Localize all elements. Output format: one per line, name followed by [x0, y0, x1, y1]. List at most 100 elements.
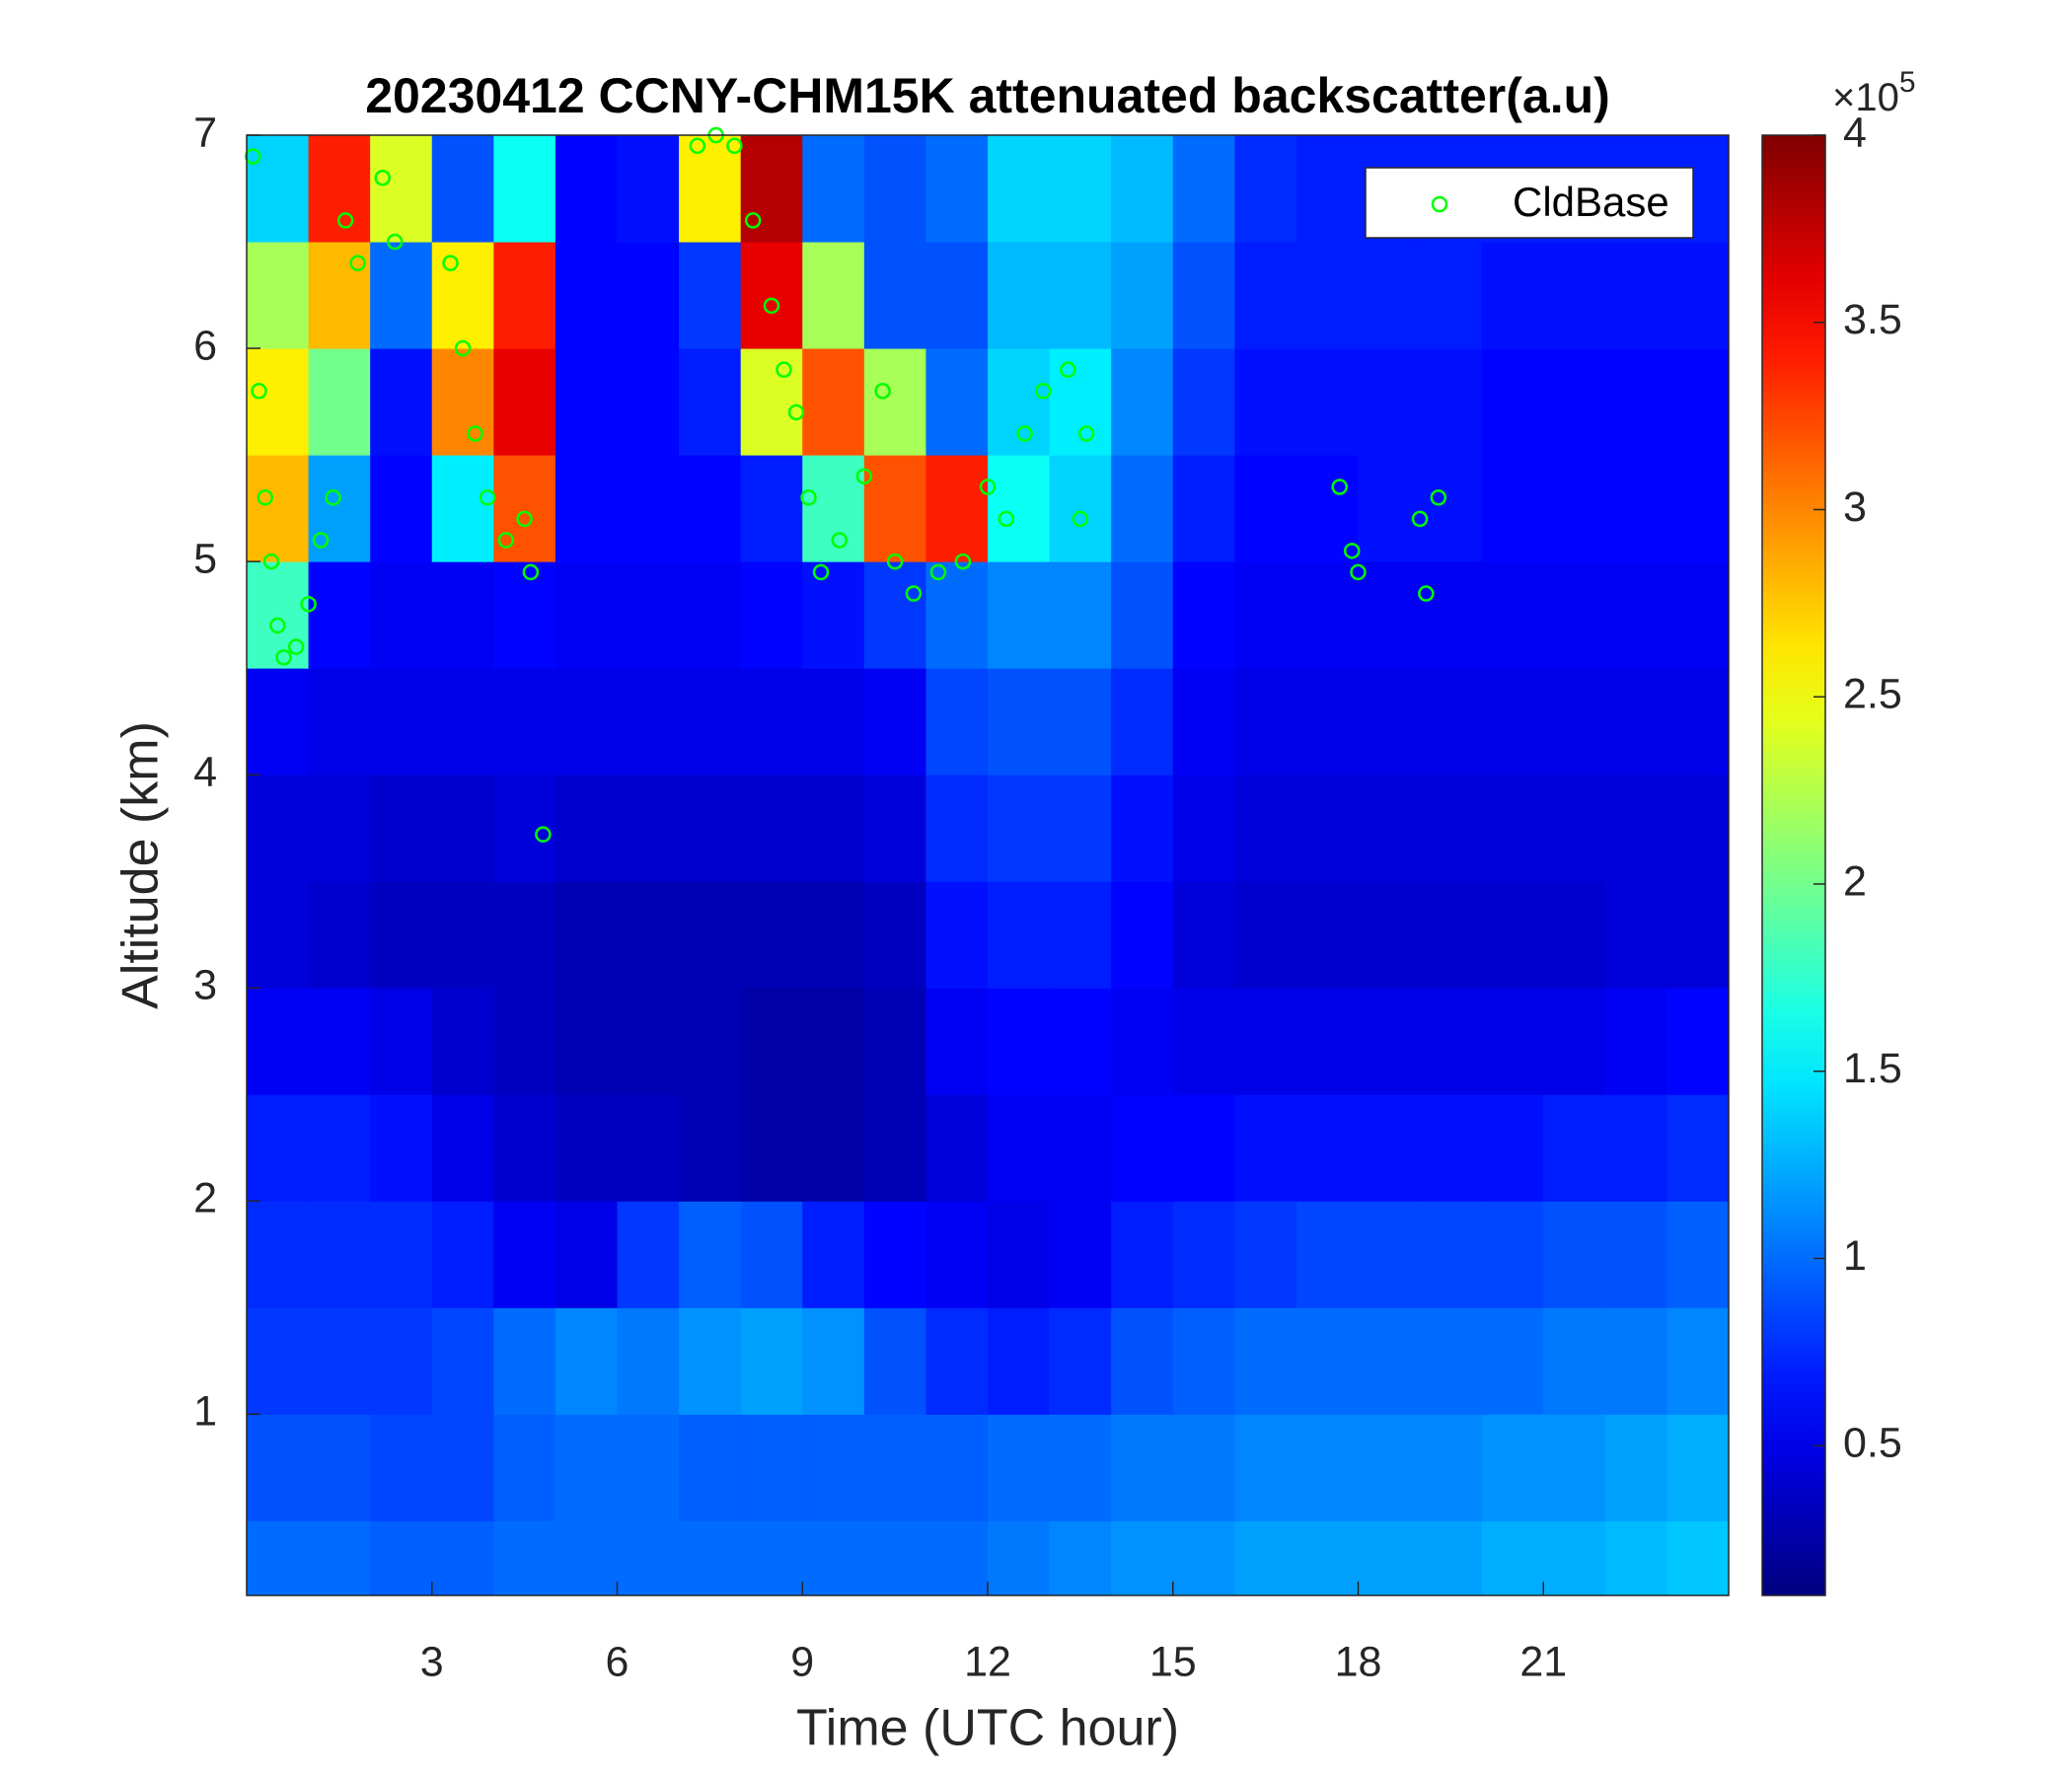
heatmap-cell	[1111, 455, 1174, 562]
heatmap-cell	[1543, 455, 1606, 562]
heatmap-cell	[988, 881, 1051, 989]
heatmap-cell	[1666, 242, 1730, 349]
cloud-base-point	[257, 489, 274, 506]
heatmap-cell	[1543, 242, 1606, 349]
cloud-base-point	[1331, 479, 1348, 495]
heatmap-cell	[802, 668, 865, 776]
cloud-base-point	[269, 617, 286, 634]
heatmap-cell	[1481, 455, 1544, 562]
colorbar-tick-label: 0.5	[1843, 1420, 1902, 1467]
heatmap-cell	[1295, 348, 1359, 456]
cloud-base-point	[1418, 585, 1435, 602]
heatmap-cell	[1481, 1201, 1544, 1308]
heatmap-cell	[308, 1201, 371, 1308]
heatmap-cell	[1172, 988, 1235, 1095]
heatmap-cell	[308, 1414, 371, 1521]
y-tick-label: 6	[193, 322, 217, 369]
heatmap-cell	[1111, 135, 1174, 243]
heatmap-cell	[370, 1094, 433, 1202]
heatmap-cell	[740, 988, 803, 1095]
heatmap-cell	[679, 1094, 742, 1202]
heatmap-cell	[1111, 561, 1174, 669]
x-tick-label: 15	[1149, 1638, 1197, 1685]
heatmap-cell	[1295, 242, 1359, 349]
y-tick-label: 1	[193, 1388, 217, 1436]
heatmap-cell	[1358, 1094, 1421, 1202]
heatmap-cell	[247, 348, 310, 456]
heatmap-cell	[1543, 1520, 1606, 1596]
heatmap-cell	[1358, 775, 1421, 882]
heatmap-cell	[431, 881, 494, 989]
heatmap-cell	[308, 775, 371, 882]
heatmap-cell	[370, 881, 433, 989]
heatmap-cell	[1111, 348, 1174, 456]
heatmap-cell	[1111, 1307, 1174, 1415]
heatmap-cell	[1111, 988, 1174, 1095]
heatmap-cell	[1295, 881, 1359, 989]
cloud-base-point	[763, 297, 780, 315]
heatmap-cell	[925, 348, 989, 456]
heatmap-cell	[1666, 881, 1730, 989]
heatmap-cell	[1604, 1094, 1667, 1202]
heatmap-cell	[1604, 1307, 1667, 1415]
heatmap-cell	[1234, 1201, 1297, 1308]
heatmap-cell	[493, 135, 556, 243]
cloud-base-point	[454, 339, 472, 357]
heatmap-cell	[308, 881, 371, 989]
heatmap-cell	[555, 988, 618, 1095]
heatmap-cell	[247, 1094, 310, 1202]
heatmap-cell	[308, 561, 371, 669]
heatmap-cell	[1111, 1094, 1174, 1202]
heatmap-cell	[925, 1094, 989, 1202]
heatmap-cell	[1358, 881, 1421, 989]
colorbar-tick-label: 1.5	[1843, 1045, 1902, 1092]
heatmap-cell	[740, 1201, 803, 1308]
heatmap-cell	[1481, 1520, 1544, 1596]
heatmap-cell	[1543, 348, 1606, 456]
heatmap-cell	[308, 348, 371, 456]
heatmap-cell	[493, 242, 556, 349]
heatmap-cell	[1481, 1414, 1544, 1521]
heatmap-cell	[370, 348, 433, 456]
heatmap-cell	[802, 242, 865, 349]
cloud-base-point	[479, 489, 496, 506]
heatmap-cell	[1420, 561, 1483, 669]
heatmap-cell	[1604, 668, 1667, 776]
heatmap-cell	[370, 1520, 433, 1596]
legend-label: CldBase	[1513, 179, 1669, 225]
heatmap-cell	[1234, 561, 1297, 669]
heatmap-cell	[1481, 881, 1544, 989]
heatmap-cell	[925, 881, 989, 989]
cloud-base-point	[275, 649, 292, 666]
heatmap-cell	[1481, 242, 1544, 349]
heatmap-cell	[802, 1414, 865, 1521]
heatmap-cell	[863, 1307, 926, 1415]
heatmap-cell	[370, 668, 433, 776]
cloud-base-point	[1016, 425, 1033, 442]
heatmap-cell	[802, 561, 865, 669]
heatmap-cell	[431, 988, 494, 1095]
heatmap-cell	[617, 1414, 680, 1521]
x-tick-label: 12	[964, 1638, 1011, 1685]
heatmap-cell	[1481, 1307, 1544, 1415]
heatmap-cell	[1420, 1201, 1483, 1308]
heatmap-cell	[1604, 242, 1667, 349]
heatmap-cell	[1481, 348, 1544, 456]
heatmap-cell	[555, 1414, 618, 1521]
x-tick-label: 6	[606, 1638, 629, 1685]
heatmap-cell	[1234, 988, 1297, 1095]
heatmap-cell	[370, 988, 433, 1095]
heatmap-cell	[1172, 1094, 1235, 1202]
heatmap-cell	[617, 988, 680, 1095]
heatmap-cell	[1543, 881, 1606, 989]
heatmap-cell	[555, 1520, 618, 1596]
chart-title: 20230412 CCNY-CHM15K attenuated backscat…	[365, 68, 1610, 123]
heatmap-cell	[1234, 668, 1297, 776]
colorbar-tick-label: 1	[1843, 1232, 1867, 1280]
heatmap-cell	[740, 881, 803, 989]
heatmap-cell	[740, 455, 803, 562]
legend-marker	[1431, 195, 1448, 213]
heatmap-cell	[1172, 881, 1235, 989]
heatmap-cell	[493, 668, 556, 776]
